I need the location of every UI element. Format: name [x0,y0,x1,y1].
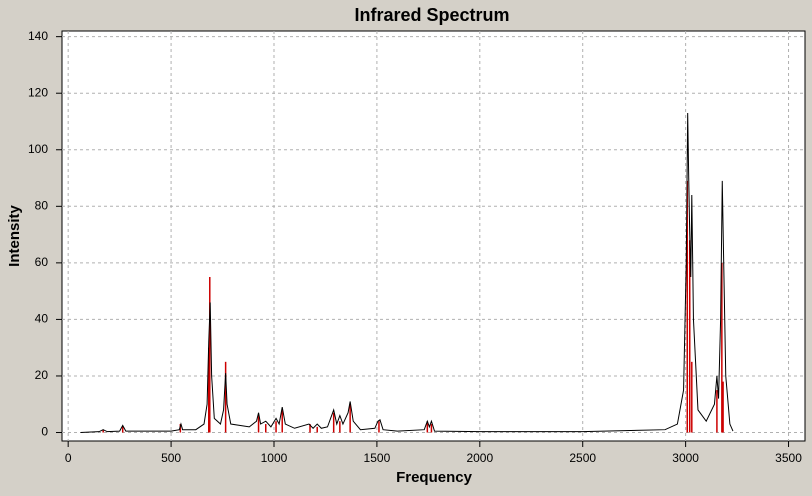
y-tick-label: 140 [28,29,48,43]
x-tick-label: 1000 [261,451,288,465]
y-tick-label: 20 [35,368,49,382]
y-tick-label: 40 [35,312,49,326]
y-tick-label: 80 [35,198,49,212]
y-tick-label: 0 [41,425,48,439]
x-tick-label: 3500 [775,451,802,465]
spectrum-line [80,112,734,434]
plot-area [61,30,806,442]
y-axis-label: Intensity [6,205,23,267]
chart-title: Infrared Spectrum [354,5,509,25]
x-tick-label: 2500 [569,451,596,465]
x-tick-label: 2000 [466,451,493,465]
x-tick-label: 500 [161,451,181,465]
y-tick-label: 100 [28,142,48,156]
y-tick-label: 120 [28,85,48,99]
x-tick-label: 1500 [364,451,391,465]
x-axis-label: Frequency [396,469,473,486]
y-tick-label: 60 [35,255,49,269]
x-tick-label: 0 [65,451,72,465]
x-tick-label: 3000 [672,451,699,465]
